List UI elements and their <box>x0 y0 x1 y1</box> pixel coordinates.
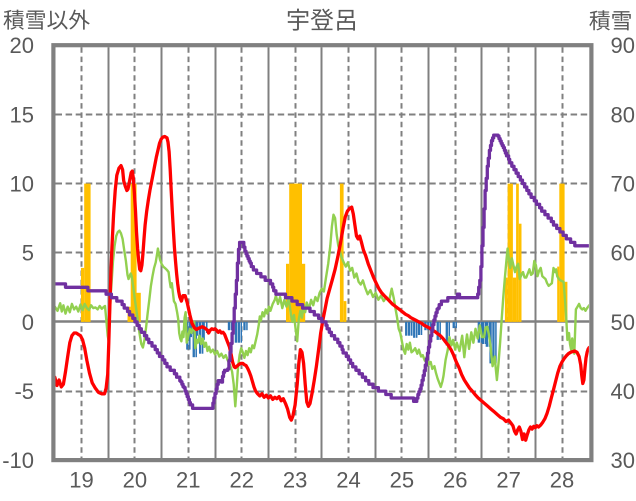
svg-text:70: 70 <box>611 172 635 197</box>
svg-text:20: 20 <box>10 33 34 58</box>
svg-text:28: 28 <box>550 468 574 493</box>
svg-text:-10: -10 <box>2 448 34 473</box>
svg-text:30: 30 <box>611 448 635 473</box>
svg-text:80: 80 <box>611 102 635 127</box>
svg-text:15: 15 <box>10 102 34 127</box>
svg-text:40: 40 <box>611 379 635 404</box>
svg-text:60: 60 <box>611 241 635 266</box>
svg-text:21: 21 <box>176 468 200 493</box>
svg-text:50: 50 <box>611 310 635 335</box>
svg-text:26: 26 <box>443 468 467 493</box>
svg-text:27: 27 <box>496 468 520 493</box>
svg-text:-5: -5 <box>14 379 34 404</box>
svg-text:22: 22 <box>229 468 253 493</box>
svg-text:0: 0 <box>22 310 34 335</box>
svg-text:20: 20 <box>123 468 147 493</box>
svg-text:5: 5 <box>22 241 34 266</box>
svg-text:19: 19 <box>69 468 93 493</box>
svg-text:23: 23 <box>283 468 307 493</box>
svg-text:24: 24 <box>336 468 360 493</box>
svg-text:90: 90 <box>611 33 635 58</box>
svg-text:25: 25 <box>390 468 414 493</box>
svg-text:10: 10 <box>10 172 34 197</box>
